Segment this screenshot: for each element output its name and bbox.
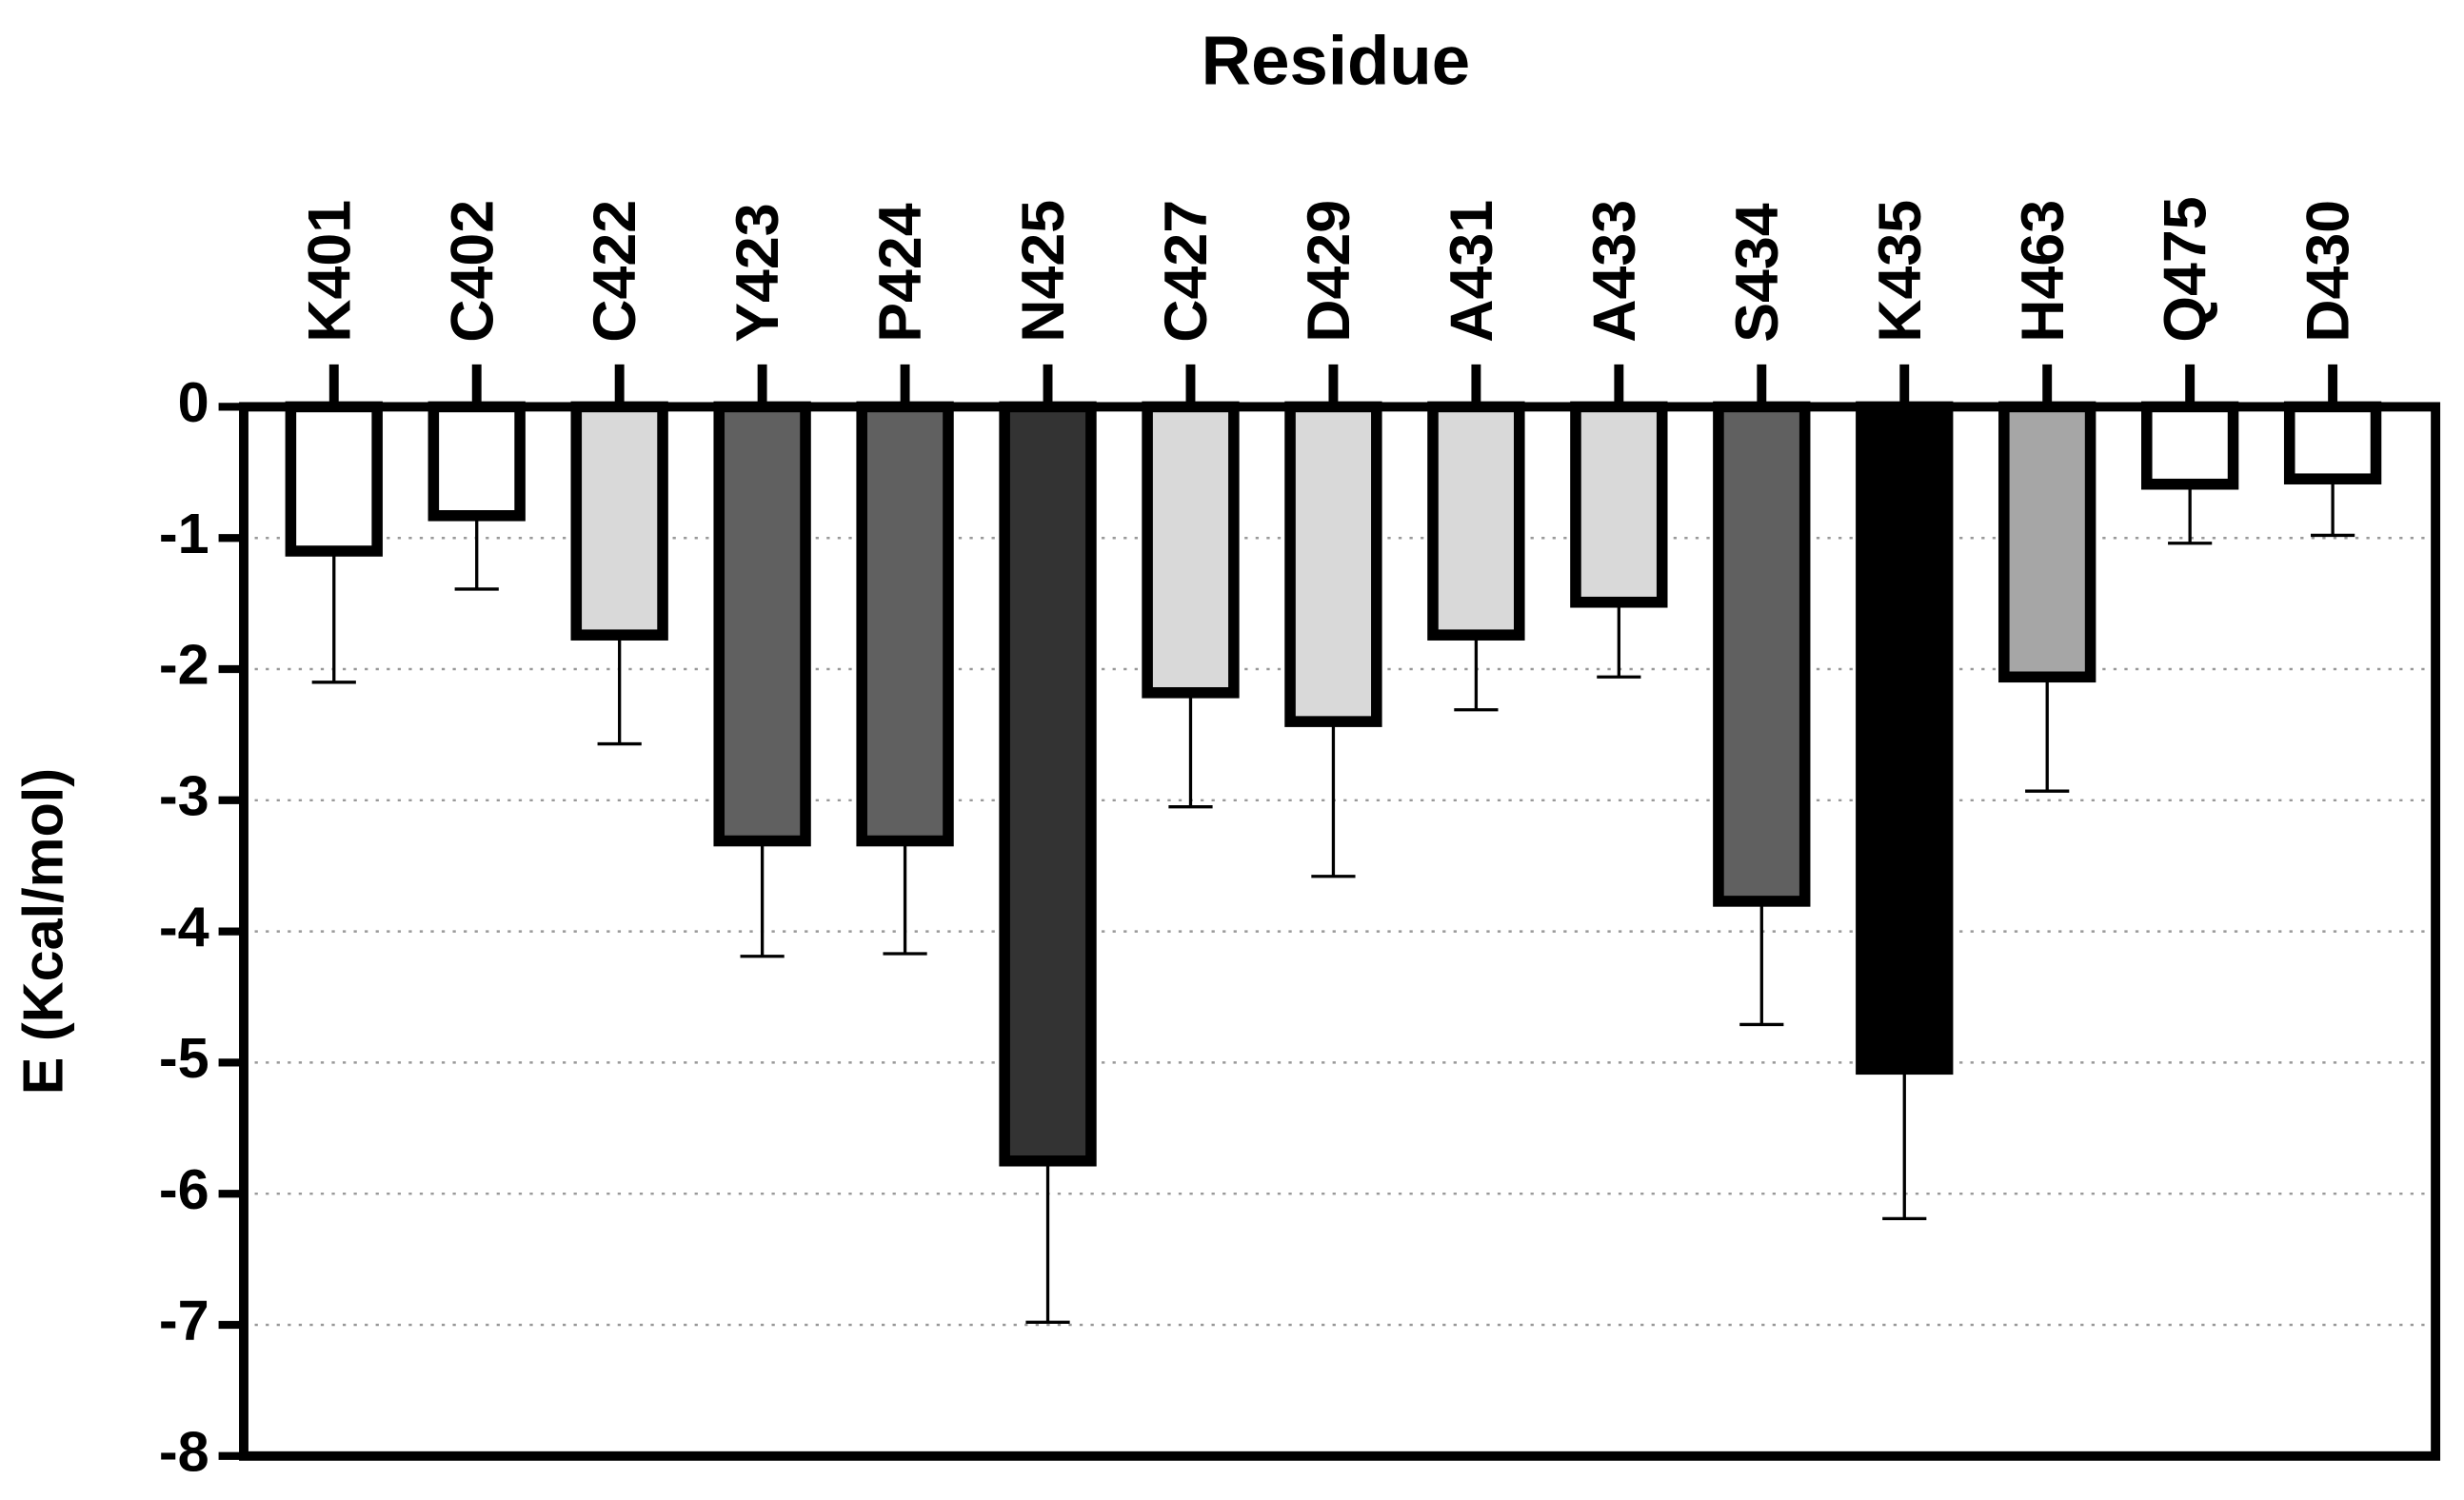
y-tick-label: -1 <box>159 502 209 565</box>
bar <box>1856 401 1954 1076</box>
bar <box>999 401 1097 1167</box>
x-tick-label: D429 <box>1296 200 1362 343</box>
y-tick-label: -2 <box>159 633 209 697</box>
bar <box>856 401 954 847</box>
x-tick-label: D430 <box>2295 200 2362 343</box>
y-tick-label: -3 <box>159 763 209 827</box>
x-axis-title: Residue <box>1202 22 1470 99</box>
y-tick-label: -4 <box>159 895 209 958</box>
x-tick-label: C422 <box>582 200 648 343</box>
y-tick-label: -7 <box>159 1289 209 1352</box>
bar <box>1570 401 1668 608</box>
plot-frame <box>239 402 2441 1461</box>
bar <box>1142 401 1240 699</box>
bar <box>1284 401 1382 727</box>
bar <box>285 401 383 557</box>
y-tick-label: -6 <box>159 1157 209 1221</box>
x-tick-label: Y423 <box>725 203 791 342</box>
bar <box>2283 401 2382 484</box>
bar <box>713 401 811 847</box>
y-axis-title: E (Kcal/mol) <box>10 768 74 1095</box>
x-tick-label: H463 <box>2010 200 2077 343</box>
x-tick-label: P424 <box>867 203 934 343</box>
bar <box>2141 401 2239 490</box>
bar <box>427 401 526 522</box>
bar <box>1427 401 1525 641</box>
y-tick-label: 0 <box>178 370 209 434</box>
x-tick-label: N425 <box>1010 200 1077 343</box>
x-tick-label: A433 <box>1581 200 1648 343</box>
x-tick-label: A431 <box>1439 200 1505 343</box>
bar <box>570 401 668 641</box>
x-tick-label: K435 <box>1867 200 1934 343</box>
bar <box>1998 401 2096 683</box>
x-tick-label: Q475 <box>2153 196 2219 342</box>
x-tick-label: S434 <box>1724 203 1791 343</box>
x-tick-label: C427 <box>1153 200 1220 343</box>
x-tick-label: C402 <box>439 200 506 343</box>
bar <box>1713 401 1811 907</box>
y-tick-label: -8 <box>159 1419 209 1483</box>
x-tick-label: K401 <box>296 200 363 343</box>
y-tick-label: -5 <box>159 1026 209 1090</box>
